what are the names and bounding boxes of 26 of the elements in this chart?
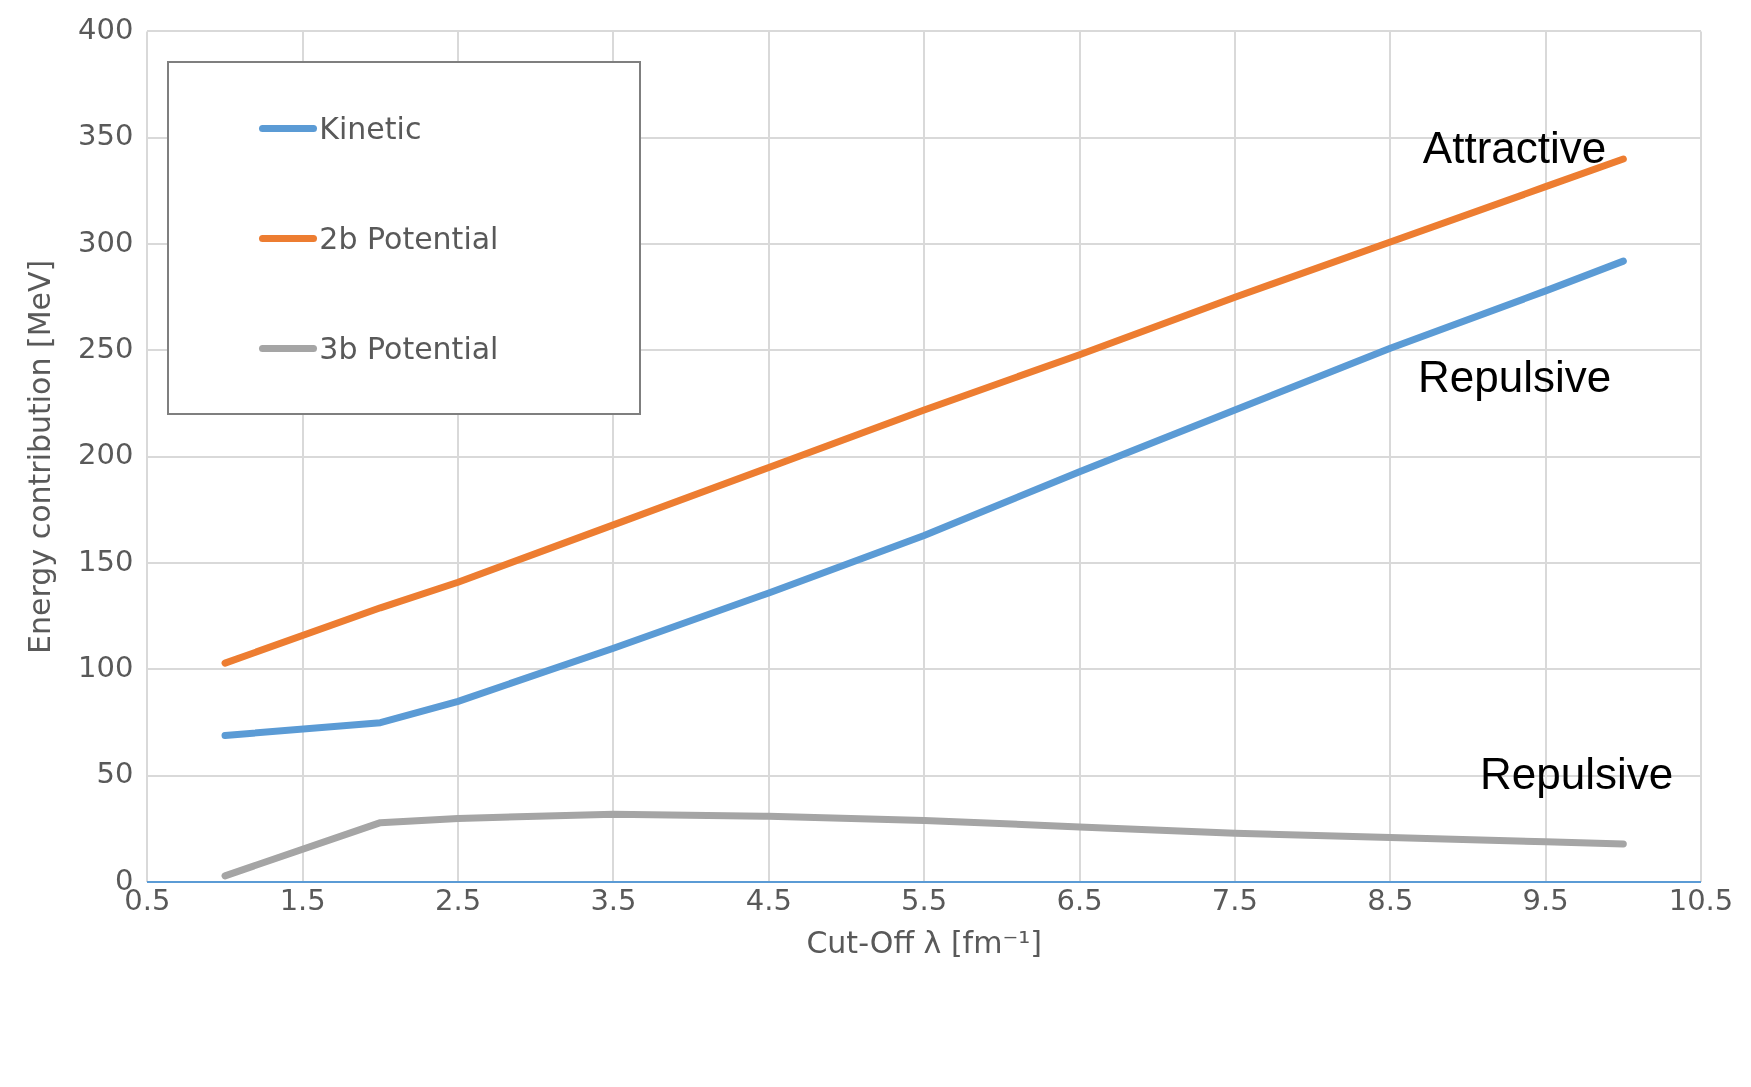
y-tick-label: 50 (96, 756, 134, 791)
x-tick-label: 4.5 (745, 883, 792, 918)
x-tick-label: 7.5 (1211, 883, 1258, 918)
annotation: Repulsive (1417, 352, 1612, 402)
y-tick-label: 100 (77, 650, 134, 685)
x-tick-label: 6.5 (1056, 883, 1103, 918)
y-tick-label: 400 (77, 11, 134, 46)
legend-label: 3b Potential (319, 330, 499, 366)
x-tick-label: 1.5 (279, 883, 326, 918)
y-tick-label: 350 (77, 118, 134, 153)
y-tick-label: 150 (77, 543, 134, 578)
x-tick-label: 3.5 (590, 883, 637, 918)
y-tick-label: 250 (77, 330, 134, 365)
x-tick-label: 9.5 (1522, 883, 1569, 918)
x-tick-label: 8.5 (1367, 883, 1414, 918)
y-axis-title: Energy contribution [MeV] (21, 259, 57, 654)
x-tick-label: 10.5 (1668, 883, 1734, 918)
x-tick-label: 5.5 (901, 883, 948, 918)
annotation: Repulsive (1480, 748, 1674, 798)
x-axis-title: Cut-Off λ [fm⁻¹] (806, 924, 1042, 960)
y-tick-label: 300 (77, 224, 134, 259)
y-tick-label: 200 (77, 437, 134, 472)
legend-label: Kinetic (319, 110, 422, 146)
legend-label: 2b Potential (319, 220, 499, 256)
annotation: Attractive (1422, 122, 1607, 172)
x-tick-label: 2.5 (435, 883, 482, 918)
